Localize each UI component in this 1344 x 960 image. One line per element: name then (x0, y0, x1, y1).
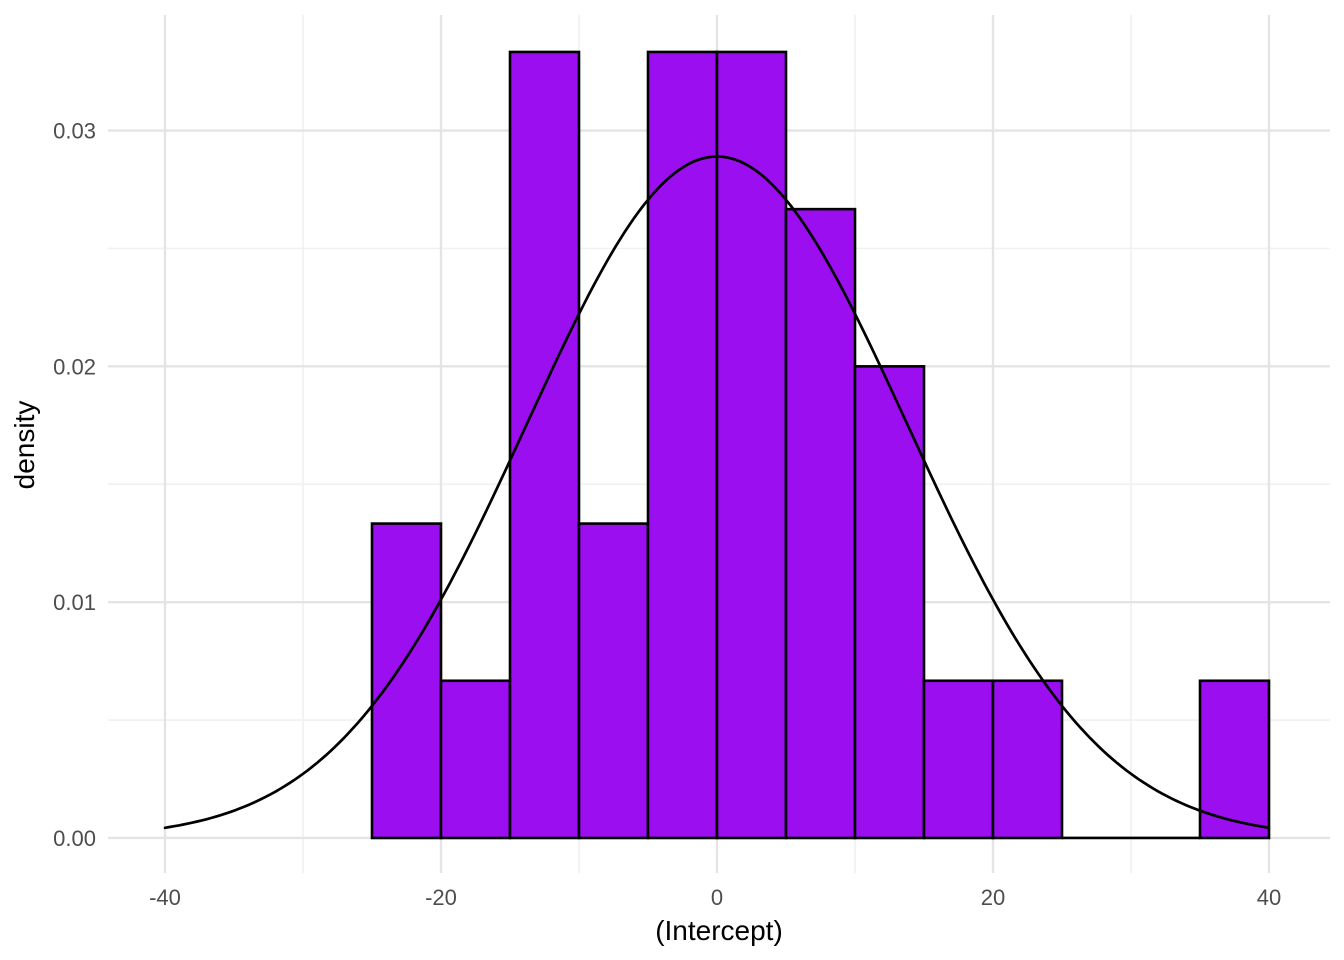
density-curve (163, 155, 1271, 830)
y-tick-label: 0.01 (53, 590, 96, 615)
x-tick-label: 40 (1257, 885, 1281, 910)
y-tick-label: 0.03 (53, 119, 96, 144)
x-axis-title: (Intercept) (655, 915, 783, 946)
panel (108, 15, 1330, 873)
y-axis-tick-labels: 0.00 0.01 0.02 0.03 (53, 119, 96, 851)
histogram-bar (784, 207, 857, 840)
density-curve-group (163, 155, 1271, 830)
x-tick-label: 20 (981, 885, 1005, 910)
y-tick-label: 0.00 (53, 826, 96, 851)
histogram-bar (646, 50, 719, 840)
histogram-bar (991, 679, 1064, 840)
x-tick-label: 0 (711, 885, 723, 910)
y-tick-label: 0.02 (53, 354, 96, 379)
histogram-bar (370, 522, 443, 840)
histogram-bar (508, 50, 581, 840)
histogram-bar (577, 522, 650, 840)
histogram-bar (922, 679, 995, 840)
y-axis-title: density (9, 401, 40, 490)
histogram-bars (370, 50, 1271, 840)
x-tick-label: -20 (425, 885, 457, 910)
histogram-bar (1198, 679, 1271, 840)
histogram-bar (715, 50, 788, 840)
x-axis-tick-labels: -40 -20 0 20 40 (149, 885, 1281, 910)
histogram-bar (853, 365, 926, 840)
x-tick-label: -40 (149, 885, 181, 910)
histogram-bar (439, 679, 512, 840)
